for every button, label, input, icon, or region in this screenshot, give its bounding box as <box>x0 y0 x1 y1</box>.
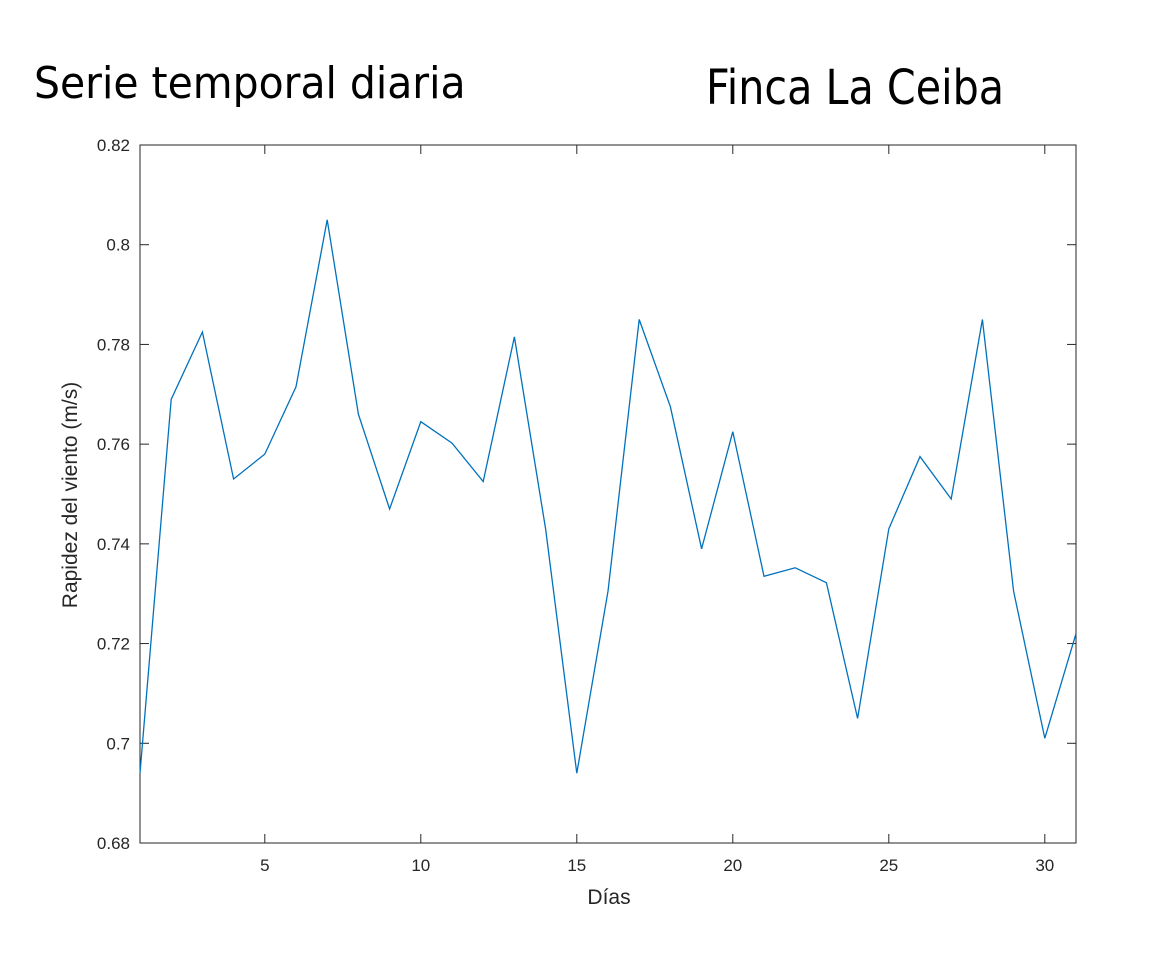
ticks: 5 10 15 20 25 30 0.68 0.7 0.72 0.74 0.76 0.78 0.8 0.8… <box>97 136 1076 875</box>
y-tick-label: 0.72 <box>97 635 130 654</box>
y-axis-label: Rapidez del viento (m/s) <box>59 382 82 608</box>
x-tick-label: 25 <box>879 856 898 875</box>
y-tick-label: 0.68 <box>97 834 130 853</box>
chart-title-right: Finca La Ceiba <box>706 60 1005 116</box>
y-tick-label: 0.8 <box>106 236 130 255</box>
x-tick-label: 15 <box>567 856 586 875</box>
y-tick-label: 0.7 <box>106 734 130 753</box>
series-layer <box>139 219 1077 774</box>
x-tick-label: 5 <box>260 856 269 875</box>
plot-box <box>139 144 1077 844</box>
y-tick-label: 0.82 <box>97 136 130 155</box>
y-tick-label: 0.76 <box>97 435 130 454</box>
series-line <box>139 219 1077 774</box>
y-tick-label: 0.78 <box>97 335 130 354</box>
chart-title-left: Serie temporal diaria <box>34 58 466 109</box>
axes <box>139 144 1077 844</box>
x-tick-label: 10 <box>411 856 430 875</box>
x-tick-label: 20 <box>723 856 742 875</box>
y-tick-label: 0.74 <box>97 535 130 554</box>
x-axis-label: Días <box>587 886 630 909</box>
x-tick-label: 30 <box>1035 856 1054 875</box>
